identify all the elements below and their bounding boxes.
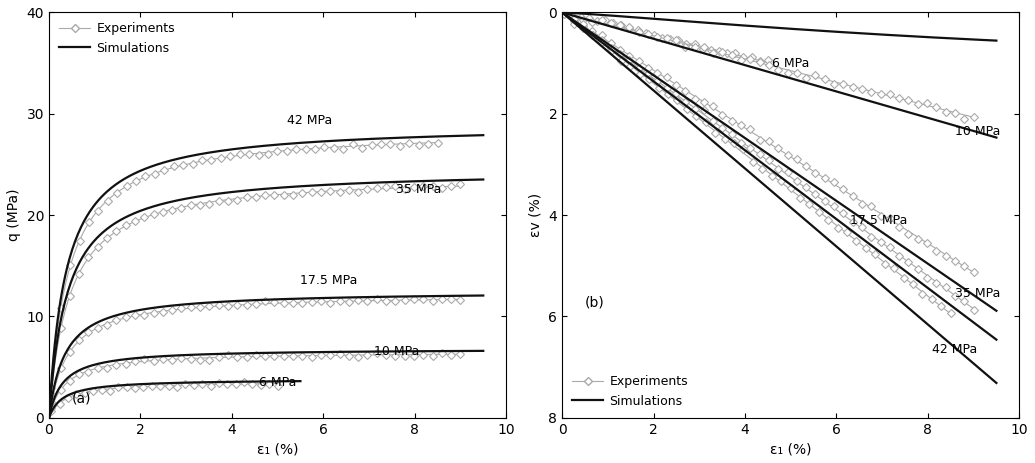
Text: 42 MPa: 42 MPa bbox=[933, 343, 978, 356]
Text: (a): (a) bbox=[71, 391, 91, 406]
Legend: Experiments, Simulations: Experiments, Simulations bbox=[55, 19, 179, 58]
Text: (b): (b) bbox=[585, 295, 604, 309]
Text: 10 MPa: 10 MPa bbox=[374, 345, 419, 358]
Y-axis label: εv (%): εv (%) bbox=[529, 193, 542, 237]
Text: 6 MPa: 6 MPa bbox=[772, 56, 809, 69]
Text: 10 MPa: 10 MPa bbox=[955, 125, 1001, 138]
Text: 6 MPa: 6 MPa bbox=[259, 375, 297, 388]
Text: 35 MPa: 35 MPa bbox=[955, 287, 1001, 300]
Text: 42 MPa: 42 MPa bbox=[287, 114, 332, 127]
Text: 17.5 MPa: 17.5 MPa bbox=[850, 213, 908, 226]
Legend: Experiments, Simulations: Experiments, Simulations bbox=[568, 372, 692, 412]
Text: 17.5 MPa: 17.5 MPa bbox=[300, 275, 358, 288]
X-axis label: ε₁ (%): ε₁ (%) bbox=[257, 442, 298, 456]
Text: 35 MPa: 35 MPa bbox=[396, 183, 442, 196]
X-axis label: ε₁ (%): ε₁ (%) bbox=[770, 442, 811, 456]
Y-axis label: q (MPa): q (MPa) bbox=[7, 189, 21, 241]
